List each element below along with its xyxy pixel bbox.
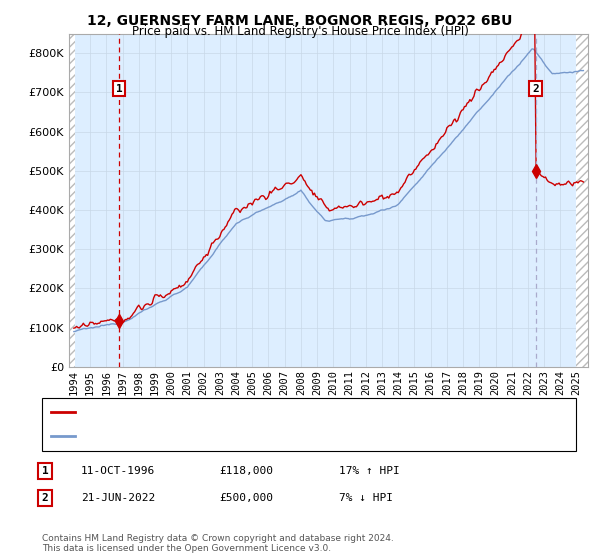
Text: 17% ↑ HPI: 17% ↑ HPI (339, 466, 400, 476)
Text: Price paid vs. HM Land Registry's House Price Index (HPI): Price paid vs. HM Land Registry's House … (131, 25, 469, 38)
Text: 12, GUERNSEY FARM LANE, BOGNOR REGIS, PO22 6BU: 12, GUERNSEY FARM LANE, BOGNOR REGIS, PO… (88, 14, 512, 28)
Text: 2: 2 (41, 493, 49, 503)
Text: 1: 1 (116, 83, 122, 94)
Text: Contains HM Land Registry data © Crown copyright and database right 2024.
This d: Contains HM Land Registry data © Crown c… (42, 534, 394, 553)
Text: £500,000: £500,000 (219, 493, 273, 503)
Text: 2: 2 (532, 83, 539, 94)
Text: 11-OCT-1996: 11-OCT-1996 (81, 466, 155, 476)
Text: 21-JUN-2022: 21-JUN-2022 (81, 493, 155, 503)
Text: HPI: Average price, detached house, Arun: HPI: Average price, detached house, Arun (81, 431, 299, 441)
Text: 12, GUERNSEY FARM LANE, BOGNOR REGIS, PO22 6BU (detached house): 12, GUERNSEY FARM LANE, BOGNOR REGIS, PO… (81, 408, 461, 418)
Text: 7% ↓ HPI: 7% ↓ HPI (339, 493, 393, 503)
Text: £118,000: £118,000 (219, 466, 273, 476)
Text: 1: 1 (41, 466, 49, 476)
